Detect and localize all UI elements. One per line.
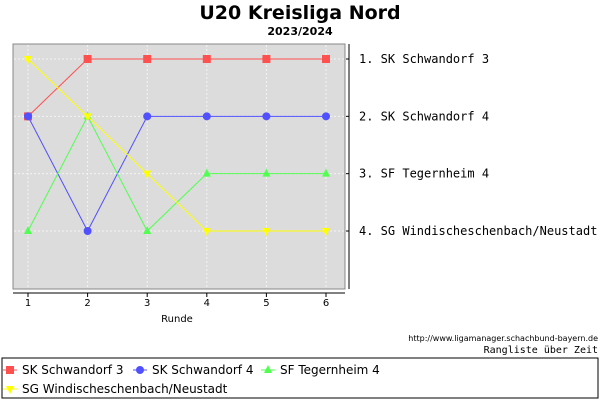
data-point [83,113,92,122]
series-layer [24,55,330,236]
data-point [322,55,330,63]
data-point [202,228,211,236]
data-point [143,55,152,63]
x-tick-label: 4 [204,298,210,309]
series-line [27,58,326,117]
legend-marker [264,365,272,373]
legend: SK Schwandorf 3 SK Schwandorf 4 SF Tegernh… [3,363,380,396]
source-url: http://www.ligamanager.schachbund-bayern… [408,334,598,343]
legend-item: SF Tegernheim 4 [261,363,380,377]
data-point [202,55,211,63]
data-point [83,227,92,235]
legend-marker [136,366,144,374]
series-4 [24,56,330,236]
legend-label: SK Schwandorf 3 [22,363,123,377]
legend-item: SK Schwandorf 4 [133,363,253,377]
rank-label: 4. SG Windischeschenbach/Neustadt [359,224,597,238]
data-point [262,228,271,236]
legend-marker [6,366,14,374]
data-point [143,226,152,234]
data-point [322,228,330,236]
x-tick-label: 3 [144,298,150,309]
x-tick-label: 1 [25,298,31,309]
chart-title: U20 Kreisliga Nord [199,2,400,24]
data-point [24,56,32,64]
series-line [27,58,326,232]
x-tick-label: 5 [263,298,269,309]
data-point [262,112,271,121]
legend-box [1,357,599,399]
data-point [143,112,152,121]
legend-label: SF Tegernheim 4 [280,363,380,377]
data-point [24,226,32,234]
rank-label: 3. SF Tegernheim 4 [359,167,489,181]
x-tick-labels: 1 2 3 4 5 6 [25,298,329,309]
axes [13,44,350,297]
legend-item: SK Schwandorf 3 [3,363,123,377]
data-point [262,55,271,63]
plot-area [12,43,346,290]
x-tick-label: 2 [84,298,90,309]
data-point [202,168,211,177]
x-axis-label: Runde [161,314,193,325]
data-point [143,170,152,179]
data-point [24,112,32,121]
legend-item: SG Windischeschenbach/Neustadt [3,382,228,396]
chart-subtitle: 2023/2024 [267,25,333,38]
series-line [27,115,326,233]
data-point [202,112,211,121]
chart-caption: Rangliste über Zeit [484,345,598,356]
legend-label: SG Windischeschenbach/Neustadt [22,382,228,396]
x-tick-label: 6 [323,298,329,309]
series-2 [24,112,330,235]
rank-label: 2. SK Schwandorf 4 [359,109,489,123]
rank-label: 1. SK Schwandorf 3 [359,52,489,66]
final-ranking-labels: 1. SK Schwandorf 3 2. SK Schwandorf 4 3. S… [359,52,597,238]
data-point [322,168,330,177]
data-point [83,55,92,63]
data-point [322,112,330,121]
legend-label: SK Schwandorf 4 [152,363,253,377]
legend-marker [6,386,14,394]
data-point [262,168,271,177]
